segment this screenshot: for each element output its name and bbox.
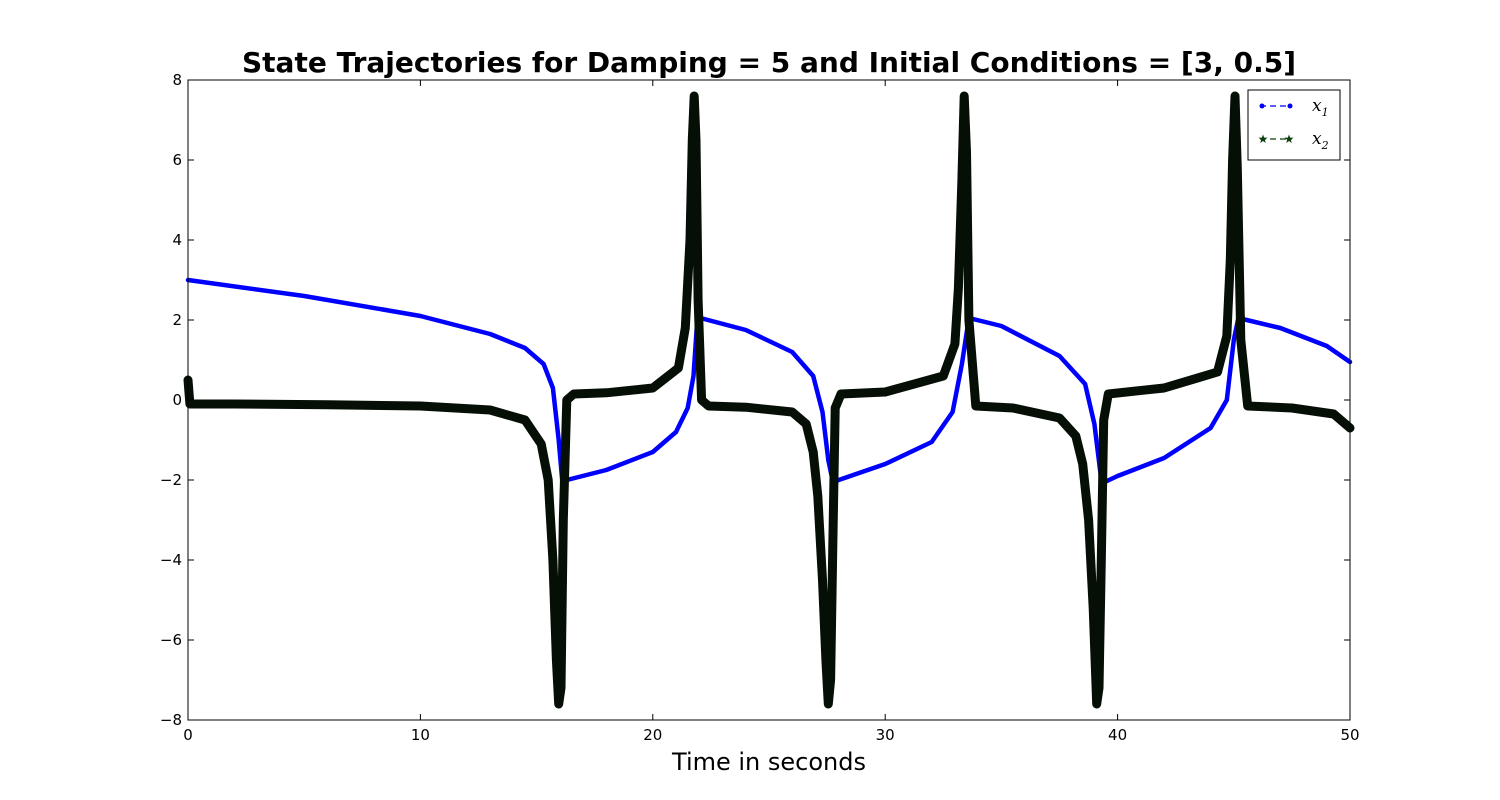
y-tick-label: 0: [172, 391, 182, 409]
x-tick-label: 30: [876, 726, 895, 744]
legend-box: [1247, 89, 1341, 161]
x-axis-label: Time in seconds: [671, 748, 866, 776]
x-tick-label: 50: [1340, 726, 1359, 744]
legend-marker-x2: ★: [1284, 132, 1295, 146]
legend-marker-x1: [1287, 103, 1293, 109]
x-tick-label: 40: [1108, 726, 1127, 744]
x-tick-label: 0: [183, 726, 193, 744]
x-tick-label: 20: [643, 726, 662, 744]
y-tick-label: −6: [160, 631, 182, 649]
series-layer: [183, 91, 1355, 709]
plot-area: [188, 80, 1350, 720]
legend-marker-x2: ★: [1258, 132, 1269, 146]
legend-marker-x1: [1259, 103, 1265, 109]
legend: x1★ ★ x2: [1247, 89, 1341, 161]
ticks-layer: 0 10 20 30 40 50 −8 −6 −4 −2 0 2 4 6 8: [160, 71, 1360, 744]
y-tick-label: 2: [172, 311, 182, 329]
legend-subscript-x1: 1: [1322, 106, 1329, 119]
y-tick-label: 4: [172, 231, 182, 249]
y-tick-label: −4: [160, 551, 182, 569]
y-tick-label: −8: [160, 711, 182, 729]
y-tick-label: 8: [172, 71, 182, 89]
chart-title: State Trajectories for Damping = 5 and I…: [242, 46, 1296, 79]
series-line-x2: [183, 91, 1355, 709]
y-tick-label: 6: [172, 151, 182, 169]
legend-subscript-x2: 2: [1321, 139, 1329, 152]
y-tick-label: −2: [160, 471, 182, 489]
x-tick-label: 10: [411, 726, 430, 744]
